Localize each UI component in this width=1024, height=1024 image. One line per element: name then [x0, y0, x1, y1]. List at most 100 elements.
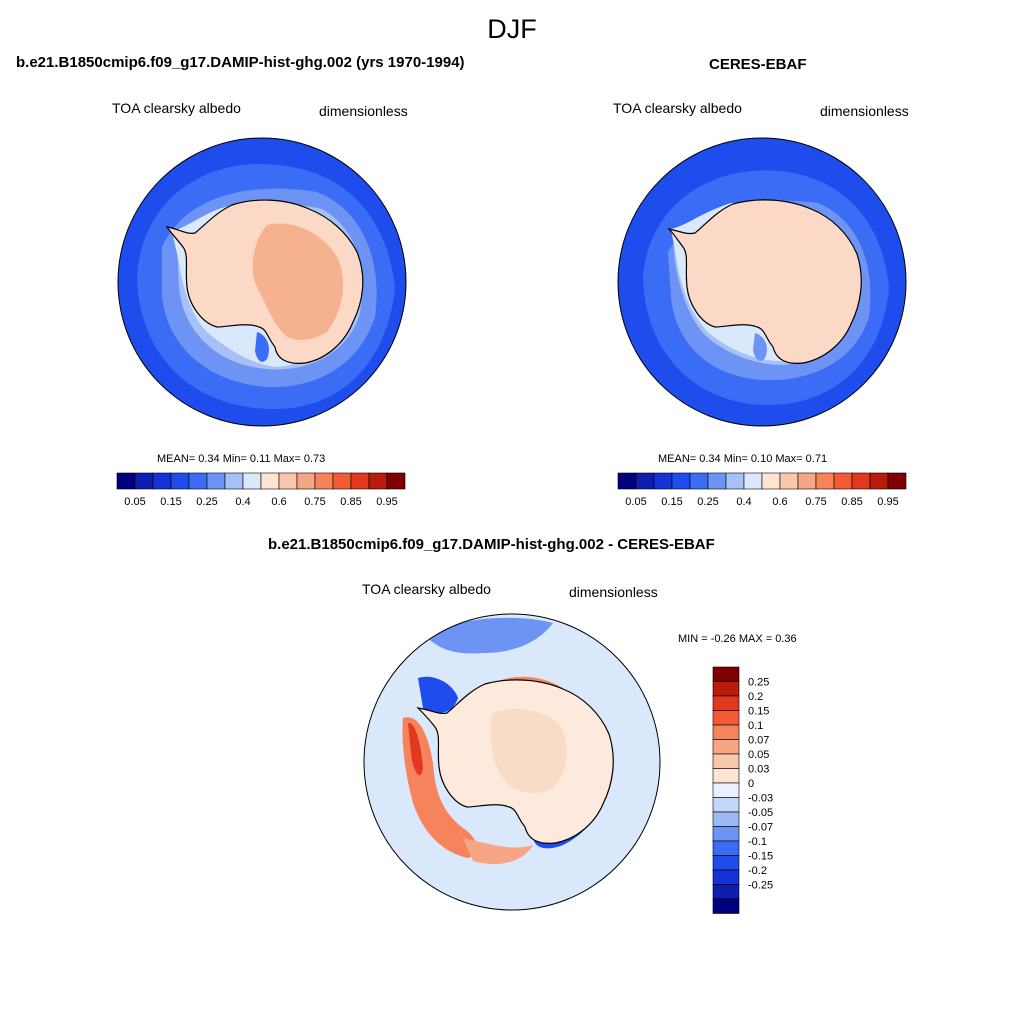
colorbar-diff-tick-label: 0.07	[748, 735, 769, 747]
colorbar-obs-swatch	[833, 472, 853, 490]
colorbar-diff-swatch	[712, 855, 740, 871]
colorbar-model-tick-label: 0.75	[304, 496, 325, 508]
colorbar-obs-swatch	[887, 472, 907, 490]
colorbar-obs-tick-label: 0.15	[661, 496, 682, 508]
units-label-diff: dimensionless	[569, 584, 658, 600]
colorbar-obs-swatch	[617, 472, 637, 490]
polar-map-model	[117, 137, 407, 427]
colorbar-diff-tick-label: -0.25	[748, 880, 773, 892]
colorbar-obs-swatch	[761, 472, 781, 490]
colorbar-obs: 0.05 0.15 0.25 0.4 0.6 0.75 0.85 0.95	[617, 472, 907, 508]
figure-title: DJF	[487, 14, 537, 44]
colorbar-model-swatch	[296, 472, 316, 490]
colorbar-obs-swatch	[671, 472, 691, 490]
stats-obs: MEAN= 0.34 Min= 0.10 Max= 0.71	[658, 453, 828, 465]
colorbar-model: 0.05 0.15 0.25 0.4 0.6 0.75 0.85 0.95	[116, 472, 406, 508]
colorbar-diff-swatch	[712, 797, 740, 813]
colorbar-model-swatch	[368, 472, 388, 490]
units-label-obs: dimensionless	[820, 103, 909, 119]
colorbar-model-swatch	[314, 472, 334, 490]
colorbar-diff: 0.25 0.2 0.15 0.1 0.07 0.05 0.03 0 -0.03 -0.05 -0.…	[712, 666, 773, 914]
colorbar-model-tick-label: 0.4	[235, 496, 250, 508]
panel-title-obs: CERES-EBAF	[709, 56, 807, 73]
stats-model: MEAN= 0.34 Min= 0.11 Max= 0.73	[157, 453, 326, 465]
colorbar-obs-swatch	[635, 472, 655, 490]
colorbar-obs-tick-label: 0.6	[772, 496, 787, 508]
polar-map-diff	[363, 613, 661, 911]
colorbar-obs-swatch	[707, 472, 727, 490]
colorbar-model-tick-label: 0.25	[196, 496, 217, 508]
colorbar-diff-swatch	[712, 826, 740, 842]
colorbar-diff-tick-label: -0.03	[748, 793, 773, 805]
colorbar-diff-tick-label: -0.1	[748, 836, 767, 848]
colorbar-diff-tick-label: 0.1	[748, 720, 763, 732]
colorbar-model-swatch	[278, 472, 298, 490]
units-label-model: dimensionless	[319, 103, 408, 119]
colorbar-diff-tick-label: 0.05	[748, 749, 769, 761]
colorbar-obs-tick-label: 0.25	[697, 496, 718, 508]
colorbar-obs-tick-label: 0.4	[736, 496, 751, 508]
interior-model	[252, 223, 344, 340]
colorbar-model-swatch	[332, 472, 352, 490]
colorbar-diff-tick-label: 0.15	[748, 706, 769, 718]
variable-label-model: TOA clearsky albedo	[112, 100, 241, 116]
colorbar-model-swatch	[386, 472, 406, 490]
colorbar-diff-swatch	[712, 739, 740, 755]
colorbar-diff-tick-label: 0.2	[748, 691, 763, 703]
colorbar-diff-swatch	[712, 869, 740, 885]
colorbar-diff-swatch	[712, 753, 740, 769]
colorbar-obs-swatch	[869, 472, 889, 490]
stats-diff: MIN = -0.26 MAX = 0.36	[678, 633, 797, 645]
colorbar-model-tick-label: 0.15	[160, 496, 181, 508]
antarctica-obs	[667, 199, 862, 364]
colorbar-diff-swatch	[712, 782, 740, 798]
colorbar-model-swatch	[170, 472, 190, 490]
antarctica-interior-diff	[490, 708, 568, 794]
panel-title-model: b.e21.B1850cmip6.f09_g17.DAMIP-hist-ghg.…	[16, 54, 465, 71]
ross-sea-blue-model	[255, 332, 269, 362]
colorbar-diff-swatch	[712, 724, 740, 740]
colorbar-diff-swatch	[712, 681, 740, 697]
colorbar-obs-tick-label: 0.75	[805, 496, 826, 508]
colorbar-model-tick-label: 0.05	[124, 496, 145, 508]
colorbar-obs-swatch	[815, 472, 835, 490]
colorbar-obs-tick-label: 0.95	[877, 496, 898, 508]
colorbar-model-swatch	[224, 472, 244, 490]
polar-map-obs	[617, 137, 907, 427]
colorbar-diff-swatch	[712, 898, 740, 914]
colorbar-model-tick-label: 0.6	[271, 496, 286, 508]
colorbar-model-tick-label: 0.95	[376, 496, 397, 508]
colorbar-diff-tick-label: 0.03	[748, 764, 769, 776]
colorbar-diff-swatch	[712, 695, 740, 711]
colorbar-model-swatch	[350, 472, 370, 490]
colorbar-diff-swatch	[712, 840, 740, 856]
colorbar-obs-swatch	[743, 472, 763, 490]
colorbar-obs-swatch	[797, 472, 817, 490]
colorbar-diff-tick-label: 0	[748, 778, 754, 790]
variable-label-diff: TOA clearsky albedo	[362, 581, 491, 597]
colorbar-model-swatch	[242, 472, 262, 490]
colorbar-model-swatch	[152, 472, 172, 490]
colorbar-diff-swatch	[712, 710, 740, 726]
colorbar-model-swatch	[206, 472, 226, 490]
colorbar-diff-swatch	[712, 768, 740, 784]
colorbar-obs-swatch	[725, 472, 745, 490]
colorbar-obs-swatch	[851, 472, 871, 490]
colorbar-obs-swatch	[779, 472, 799, 490]
colorbar-obs-tick-label: 0.05	[625, 496, 646, 508]
colorbar-diff-tick-label: -0.15	[748, 851, 773, 863]
variable-label-obs: TOA clearsky albedo	[613, 100, 742, 116]
colorbar-diff-tick-label: 0.25	[748, 677, 769, 689]
colorbar-diff-tick-label: -0.05	[748, 807, 773, 819]
colorbar-obs-swatch	[653, 472, 673, 490]
colorbar-diff-swatch	[712, 884, 740, 900]
colorbar-model-swatch	[260, 472, 280, 490]
colorbar-obs-tick-label: 0.85	[841, 496, 862, 508]
colorbar-model-swatch	[188, 472, 208, 490]
colorbar-obs-swatch	[689, 472, 709, 490]
colorbar-diff-tick-label: -0.2	[748, 865, 767, 877]
colorbar-model-swatch	[116, 472, 136, 490]
colorbar-model-swatch	[134, 472, 154, 490]
colorbar-diff-tick-label: -0.07	[748, 822, 773, 834]
colorbar-diff-swatch	[712, 811, 740, 827]
